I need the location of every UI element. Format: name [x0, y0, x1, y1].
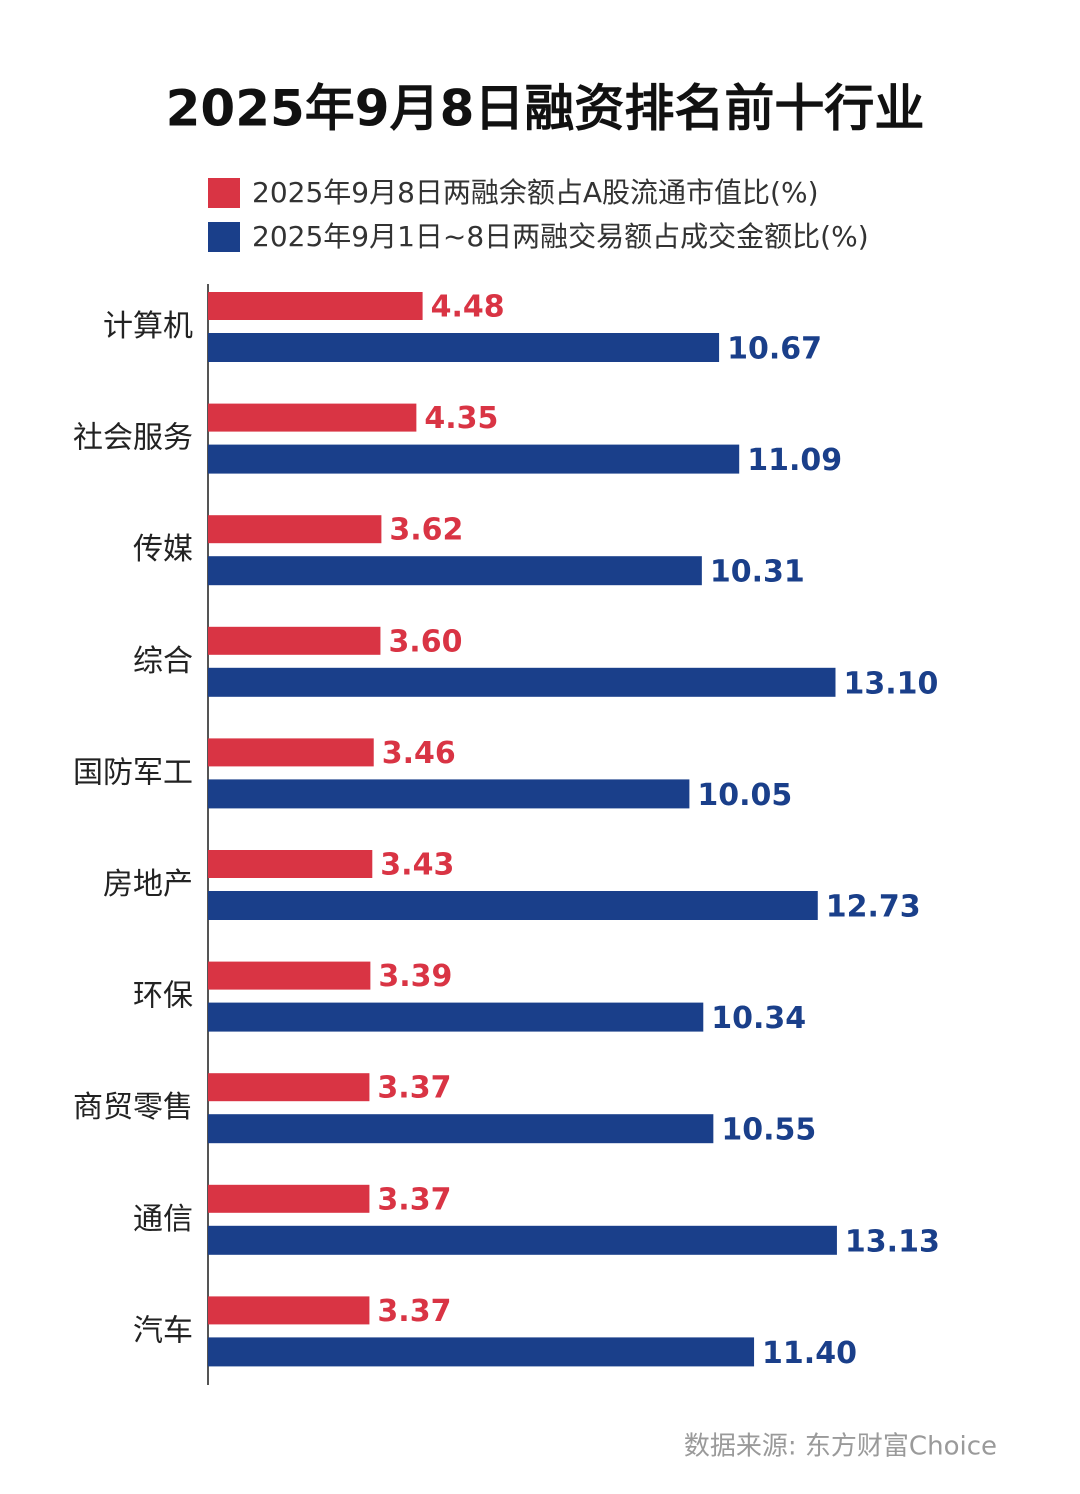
category-label: 商贸零售: [73, 1090, 193, 1125]
source-note: 数据来源: 东方财富Choice: [684, 1432, 997, 1462]
bar: [208, 1002, 704, 1032]
bar: [208, 891, 818, 920]
value-label: 13.13: [845, 1224, 940, 1259]
legend-label: 2025年9月8日两融余额占A股流通市值比(%): [252, 176, 819, 209]
bar: [208, 1225, 837, 1255]
bar: [208, 1114, 714, 1144]
bar: [208, 515, 382, 544]
bar: [208, 1073, 370, 1102]
value-label: 13.10: [843, 666, 938, 701]
value-label: 10.67: [727, 332, 822, 367]
value-label: 3.37: [377, 1182, 451, 1217]
value-label: 3.39: [378, 959, 452, 994]
legend-label: 2025年9月1日~8日两融交易额占成交金额比(%): [252, 220, 869, 253]
chart-title: 2025年9月8日融资排名前十行业: [166, 80, 925, 138]
value-label: 3.62: [389, 513, 463, 548]
category-label: 社会服务: [73, 421, 193, 456]
bar: [208, 738, 374, 767]
category-label: 汽车: [133, 1313, 193, 1348]
value-label: 11.09: [747, 443, 842, 478]
value-label: 12.73: [826, 890, 921, 925]
bar: [208, 292, 423, 320]
value-label: 3.60: [388, 624, 462, 659]
bar: [208, 403, 417, 432]
bar: [208, 667, 836, 697]
legend-swatch: [208, 222, 240, 252]
bar: [208, 1296, 370, 1325]
category-label: 房地产: [103, 867, 193, 902]
value-label: 10.55: [721, 1113, 816, 1148]
bar: [208, 779, 690, 809]
bar: [208, 626, 381, 655]
value-label: 11.40: [762, 1336, 857, 1371]
value-label: 10.05: [697, 778, 792, 813]
bar: [208, 1184, 370, 1213]
category-label: 综合: [133, 644, 193, 679]
value-label: 3.46: [382, 736, 456, 771]
bar: [208, 444, 740, 474]
category-label: 计算机: [103, 309, 193, 344]
value-label: 3.43: [380, 848, 454, 883]
bar: [208, 1337, 755, 1367]
value-label: 4.48: [431, 290, 505, 325]
category-label: 国防军工: [73, 755, 193, 790]
category-label: 环保: [133, 979, 193, 1014]
value-label: 3.37: [377, 1294, 451, 1329]
bar: [208, 961, 371, 990]
value-label: 3.37: [377, 1071, 451, 1106]
value-label: 4.35: [424, 401, 498, 436]
bar: [208, 556, 702, 586]
category-label: 传媒: [133, 532, 193, 567]
legend-swatch: [208, 178, 240, 208]
value-label: 10.34: [711, 1001, 806, 1036]
bar: [208, 333, 720, 362]
value-label: 10.31: [710, 555, 805, 590]
category-label: 通信: [133, 1202, 193, 1237]
bar: [208, 850, 373, 878]
